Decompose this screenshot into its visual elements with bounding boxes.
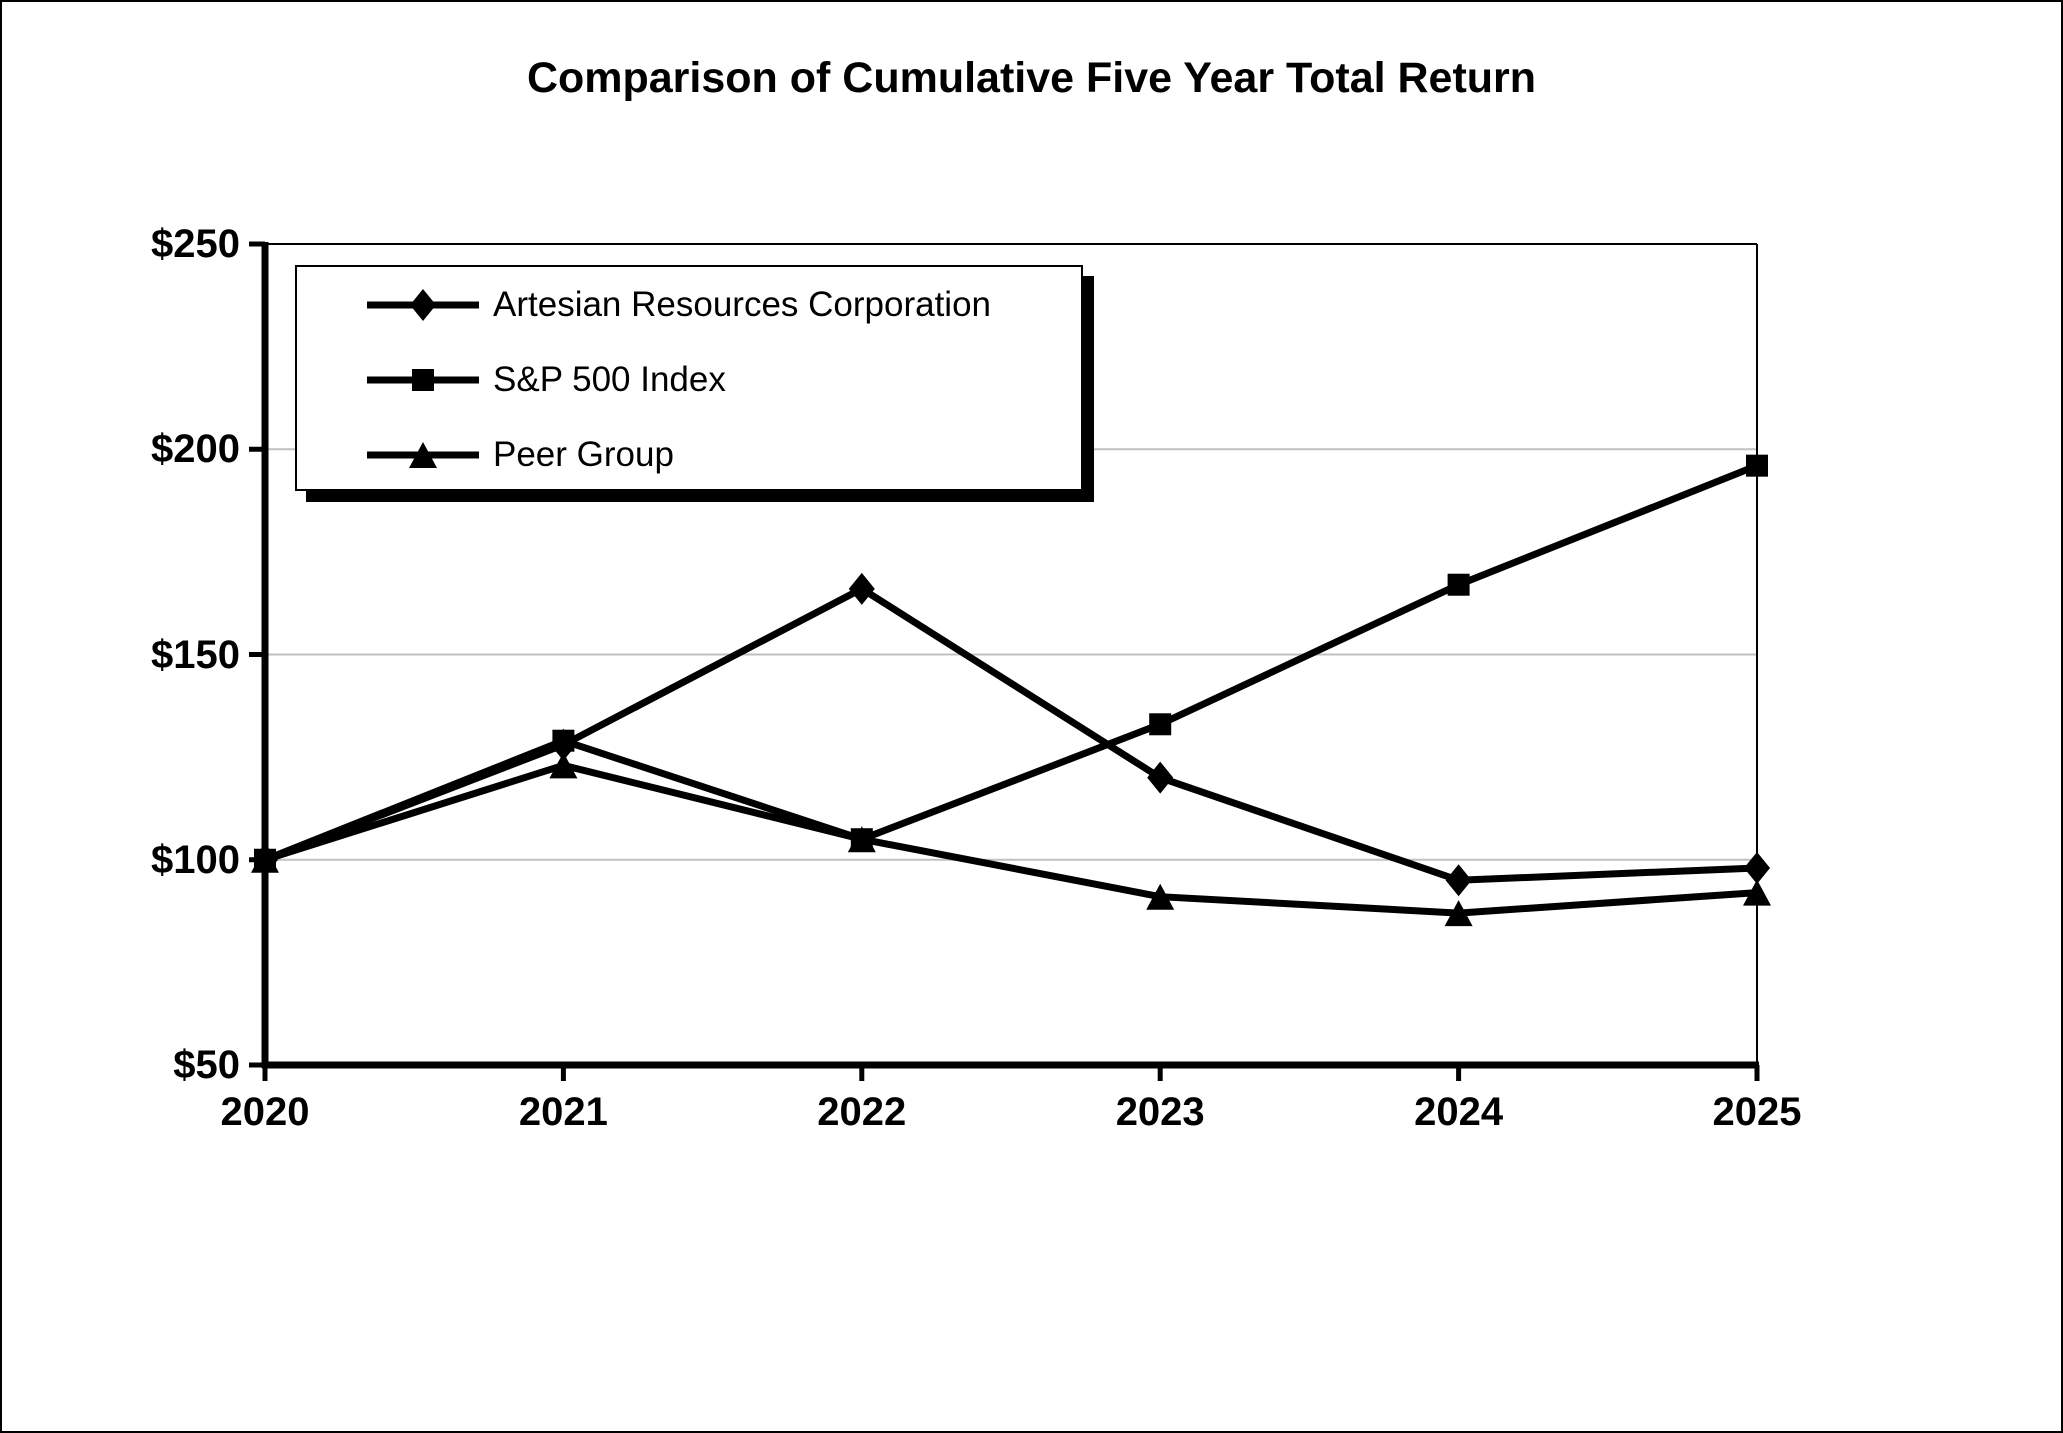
legend-item-diamond: Artesian Resources Corporation	[367, 283, 991, 327]
legend-label: Artesian Resources Corporation	[493, 285, 992, 324]
x-axis-label-2023: 2023	[1115, 1090, 1205, 1134]
legend-label: Peer Group	[493, 435, 674, 474]
data-point-square-2024-icon	[1447, 573, 1470, 596]
data-point-triangle-2023-icon	[1146, 883, 1175, 910]
data-point-triangle-2025-icon	[1743, 879, 1771, 906]
x-axis-label-2024: 2024	[1414, 1090, 1504, 1134]
legend-triangle-marker-icon	[409, 442, 437, 468]
legend-square-sample-icon	[367, 369, 479, 391]
legend-item-triangle: Peer Group	[367, 433, 674, 477]
data-point-square-2021-icon	[552, 729, 575, 752]
legend-triangle-sample-icon	[367, 442, 479, 468]
data-point-square-2025-icon	[1746, 454, 1768, 477]
x-axis-label-2022: 2022	[817, 1090, 907, 1134]
y-axis-label-250: $250	[151, 222, 240, 266]
legend: Artesian Resources Corporation S&P 500 In…	[295, 265, 1083, 491]
x-axis-label-2020: 2020	[220, 1090, 310, 1134]
legend-diamond-sample-icon	[367, 289, 479, 321]
chart-title: Comparison of Cumulative Five Year Total…	[526, 54, 1537, 102]
legend-diamond-marker-icon	[410, 289, 436, 321]
data-point-square-2023-icon	[1149, 713, 1172, 736]
legend-square-marker-icon	[412, 369, 434, 391]
data-point-diamond-2023-icon	[1147, 761, 1174, 794]
series-line-square	[263, 462, 1759, 864]
series-line-triangle	[263, 761, 1758, 917]
data-point-diamond-2024-icon	[1445, 864, 1472, 897]
x-axis-label-2025: 2025	[1712, 1090, 1802, 1134]
y-axis-label-50: $50	[173, 1043, 240, 1087]
y-axis-label-200: $200	[151, 427, 240, 472]
legend-label: S&P 500 Index	[493, 360, 726, 399]
x-axis-label-2021: 2021	[518, 1090, 608, 1134]
data-point-square-2020-icon	[254, 848, 276, 871]
data-point-diamond-2022-icon	[848, 572, 875, 605]
data-point-square-2022-icon	[850, 828, 873, 851]
y-axis-label-100: $100	[151, 837, 240, 882]
data-point-diamond-2025-icon	[1744, 851, 1770, 884]
data-point-triangle-2021-icon	[549, 752, 578, 779]
legend-item-square: S&P 500 Index	[367, 358, 726, 402]
series-line-diamond	[263, 584, 1758, 884]
y-axis-label-150: $150	[151, 632, 240, 677]
data-point-triangle-2024-icon	[1444, 900, 1473, 927]
